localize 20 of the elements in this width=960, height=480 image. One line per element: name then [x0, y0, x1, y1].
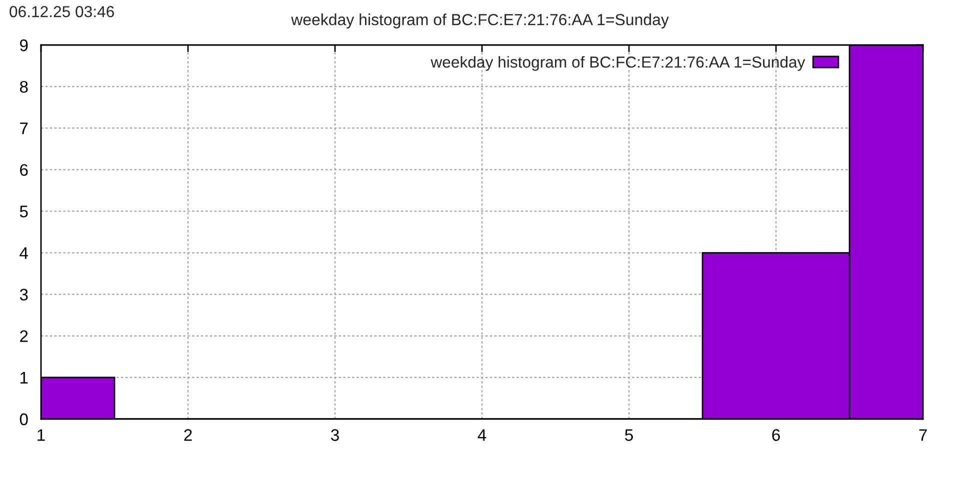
y-tick-label: 7 [20, 122, 28, 134]
x-tick-label: 5 [625, 429, 633, 441]
y-tick-label: 2 [20, 330, 28, 342]
x-tick-label: 6 [772, 429, 780, 441]
y-tick-label: 0 [20, 413, 28, 426]
chart-title: weekday histogram of BC:FC:E7:21:76:AA 1=Sunday [291, 14, 669, 28]
y-tick-label: 6 [20, 164, 28, 176]
x-tick-label: 7 [919, 429, 927, 441]
x-tick-label: 4 [478, 429, 486, 441]
y-tick-label: 9 [20, 39, 28, 52]
x-tick-label: 3 [331, 429, 339, 441]
x-tick-label: 2 [184, 429, 192, 441]
y-tick-label: 1 [20, 372, 28, 384]
y-tick-label: 4 [20, 247, 28, 259]
text: 06.12.25 03:46 [10, 6, 114, 18]
y-tick-label: 8 [20, 80, 28, 93]
x-tick-label: 1 [38, 429, 45, 441]
legend-label: weekday histogram of BC:FC:E7:21:76:AA 1=Sunday [430, 56, 806, 71]
y-tick-label: 5 [20, 206, 28, 218]
y-tick-label: 3 [20, 288, 28, 301]
